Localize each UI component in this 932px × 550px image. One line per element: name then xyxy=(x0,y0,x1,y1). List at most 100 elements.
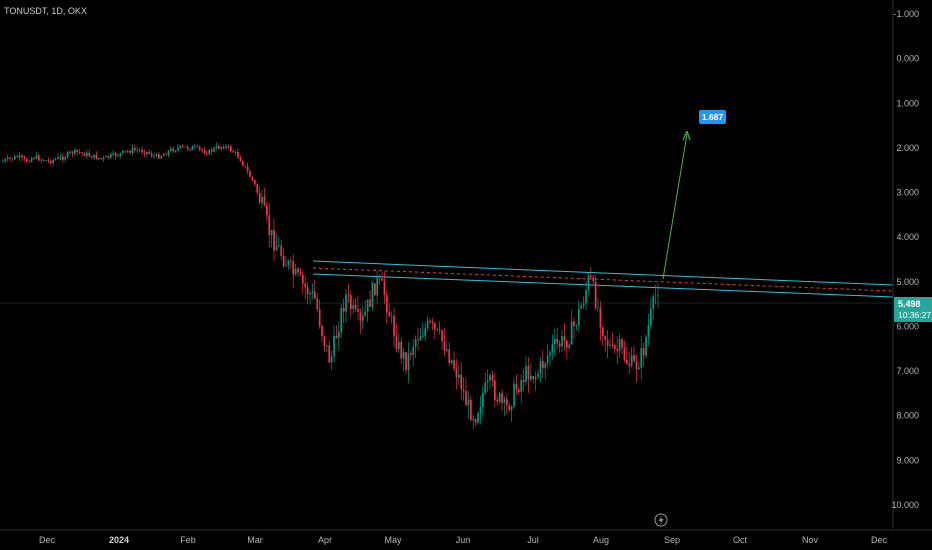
candle-body xyxy=(62,156,64,160)
x-tick-label: Dec xyxy=(871,535,888,545)
candle-body xyxy=(573,321,575,327)
candle-body xyxy=(292,261,295,275)
candle-body xyxy=(218,146,220,149)
candle-body xyxy=(436,329,439,330)
candle-body xyxy=(482,392,484,408)
x-tick-label: May xyxy=(384,535,402,545)
candle-body xyxy=(314,291,316,299)
candle-body xyxy=(170,148,172,151)
candle-body xyxy=(398,341,400,349)
candle-body xyxy=(126,151,129,152)
candle-body xyxy=(23,157,26,159)
candle-body xyxy=(86,152,88,157)
candle-body xyxy=(134,148,136,151)
candle-body xyxy=(446,349,448,351)
lightning-icon[interactable] xyxy=(654,513,668,527)
candle-body xyxy=(18,155,21,158)
y-tick-label: 1.000 xyxy=(896,98,919,108)
candle-body xyxy=(470,399,472,421)
candle-body xyxy=(522,379,525,382)
candle-body xyxy=(42,159,45,161)
candle-body xyxy=(638,367,640,370)
arrow-head-icon xyxy=(682,130,691,141)
candle-body xyxy=(155,154,158,156)
candle-body xyxy=(366,299,369,312)
candle-body xyxy=(513,383,515,407)
candle-body xyxy=(340,308,343,333)
candle-body xyxy=(59,156,62,158)
candle-body xyxy=(57,157,59,159)
candle-body xyxy=(527,366,530,380)
y-tick-label: 8.000 xyxy=(896,411,919,421)
candle-body xyxy=(424,328,427,336)
candle-body xyxy=(66,152,69,158)
candle-body xyxy=(81,152,83,154)
candle-body xyxy=(599,307,602,328)
candle-body xyxy=(242,161,244,166)
candle-body xyxy=(592,277,595,282)
candle-body xyxy=(16,156,19,158)
channel-lower-line[interactable] xyxy=(312,273,894,298)
candle-body xyxy=(575,325,578,327)
candle-body xyxy=(426,320,429,329)
channel-upper-line[interactable] xyxy=(312,260,894,286)
candle-body xyxy=(28,161,31,163)
candle-body xyxy=(54,158,57,160)
x-tick-label: Dec xyxy=(39,535,56,545)
candle-body xyxy=(35,155,38,159)
candle-body xyxy=(364,311,367,316)
candle-body xyxy=(93,154,95,158)
candle-body xyxy=(496,400,499,402)
price-axis[interactable]: -1.000 0.000 1.000 2.000 3.000 4.000 5.000 6.00… xyxy=(891,0,932,550)
candle-body xyxy=(45,160,47,162)
candle-body xyxy=(273,229,275,251)
candle-body xyxy=(2,161,4,163)
candle-body xyxy=(354,304,357,310)
target-price-badge[interactable]: 1.687 xyxy=(699,110,726,124)
candle-body xyxy=(227,146,230,147)
candle-body xyxy=(165,154,167,156)
candle-body xyxy=(410,353,412,355)
projection-arrow-line[interactable] xyxy=(662,133,688,280)
candle-body xyxy=(566,340,568,348)
x-tick-label: Oct xyxy=(733,535,748,545)
candle-body xyxy=(554,338,556,345)
candle-body xyxy=(448,349,451,363)
candle-body xyxy=(278,245,280,247)
candle-body xyxy=(136,149,139,151)
candle-body xyxy=(635,361,638,370)
candle-body xyxy=(172,148,175,152)
candle-body xyxy=(266,205,268,216)
candle-body xyxy=(117,155,119,157)
bar-countdown: 10:36:27 xyxy=(898,310,931,320)
candle-body xyxy=(208,149,211,155)
candle-body xyxy=(501,393,503,403)
candle-body xyxy=(640,348,643,368)
candle-body xyxy=(198,146,201,149)
candle-body xyxy=(261,196,263,203)
y-tick-label: 9.000 xyxy=(896,455,919,465)
candle-body xyxy=(299,272,302,275)
dashed-resistance-line[interactable] xyxy=(312,267,894,292)
target-price-label: 1.687 xyxy=(702,112,724,122)
candle-body xyxy=(318,309,321,326)
candle-body xyxy=(323,336,326,347)
candle-body xyxy=(474,419,477,423)
candle-body xyxy=(357,309,359,312)
candle-body xyxy=(122,150,124,153)
candle-body xyxy=(244,165,247,167)
candle-body xyxy=(150,153,153,157)
candle-body xyxy=(371,283,374,307)
candle-body xyxy=(515,383,518,390)
time-axis[interactable]: Dec 2024 Feb Mar Apr May Jun Jul Aug Sep Oct Nov Dec xyxy=(0,529,932,545)
x-tick-label: Nov xyxy=(802,535,819,545)
candle-body xyxy=(141,149,143,153)
candle-body xyxy=(110,154,112,158)
candle-body xyxy=(376,277,379,296)
candle-body xyxy=(174,150,177,152)
candle-body xyxy=(306,287,309,295)
candle-body xyxy=(359,311,362,321)
candle-body xyxy=(330,356,333,363)
y-tick-label: 7.000 xyxy=(896,366,919,376)
